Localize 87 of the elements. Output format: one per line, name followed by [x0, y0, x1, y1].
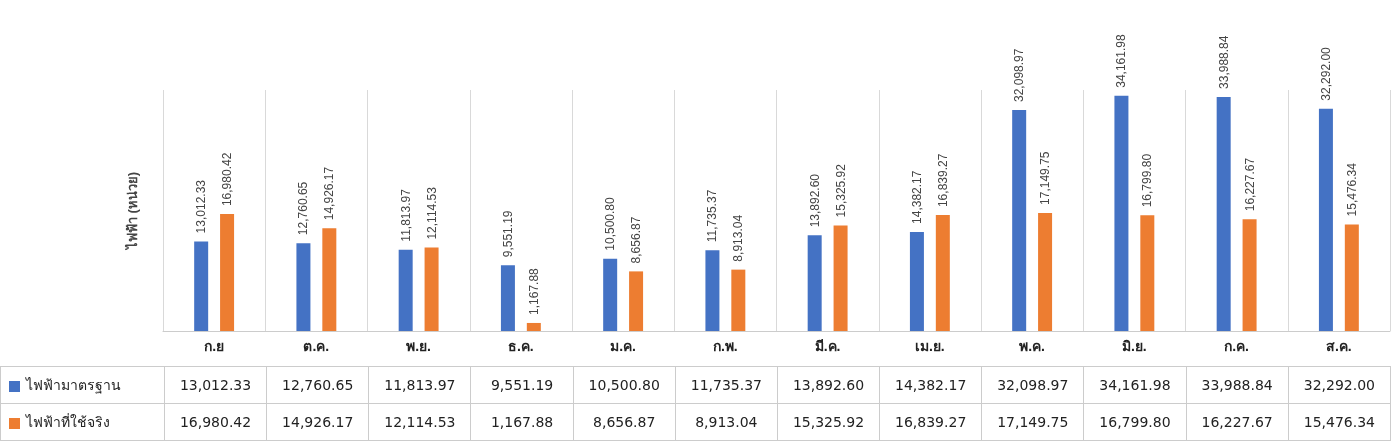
- x-tick-label: ม.ค.: [610, 338, 637, 354]
- text: 14,926.17: [322, 166, 337, 221]
- data-label: 9,551.19: [470, 366, 574, 404]
- data-label: 16,839.27: [879, 403, 982, 441]
- text: 1,167.88: [526, 268, 541, 315]
- text: 8,656.87: [629, 216, 644, 264]
- text: 33,988.84: [1216, 35, 1231, 89]
- bar: [1344, 224, 1359, 331]
- text: 12,114.53: [424, 187, 439, 240]
- x-tick-label: ก.ค.: [1224, 338, 1250, 354]
- data-label: 16,980.42: [164, 403, 267, 441]
- data-label: 8,913.04: [675, 403, 778, 441]
- bar: [194, 241, 209, 331]
- text: 11,735.37: [705, 189, 720, 243]
- bar: [705, 250, 720, 331]
- text: 17,149.75: [1038, 151, 1053, 205]
- bar: [1242, 219, 1257, 331]
- data-label: 13,012.33: [164, 366, 267, 404]
- text: 15,476.34: [1344, 163, 1359, 217]
- data-label: 17,149.75: [981, 403, 1084, 441]
- bar: [1140, 215, 1155, 331]
- text: 13,892.60: [807, 173, 822, 228]
- text: 13,012.33: [194, 180, 209, 234]
- x-tick-label: ก.ย: [204, 338, 225, 354]
- text: 32,098.97: [1012, 48, 1027, 102]
- text: 10,500.80: [603, 197, 618, 251]
- data-label: 14,926.17: [266, 403, 369, 441]
- x-tick-label: พ.ย.: [406, 338, 432, 354]
- x-tick-label: ก.พ.: [712, 338, 738, 354]
- data-label: 12,114.53: [368, 403, 471, 441]
- bar: [1012, 109, 1027, 331]
- x-tick-label: ส.ค.: [1325, 338, 1352, 354]
- text: 16,227.67: [1242, 157, 1257, 212]
- data-label: 13,892.60: [777, 366, 880, 404]
- bar: [909, 231, 924, 331]
- bar: [424, 247, 439, 331]
- bar: [603, 258, 618, 331]
- bar: [1318, 108, 1333, 331]
- text: 16,799.80: [1140, 153, 1155, 208]
- data-label: 11,813.97: [368, 366, 471, 404]
- text: 32,292.00: [1318, 47, 1333, 101]
- bar: [1114, 95, 1129, 331]
- y-axis-title: ไฟฟ้า (หน่วย): [124, 171, 140, 252]
- data-label: 10,500.80: [573, 366, 676, 404]
- data-label: 8,656.87: [573, 403, 676, 441]
- text: 11,813.97: [398, 189, 413, 242]
- data-label: 34,161.98: [1083, 366, 1187, 404]
- data-label: 16,227.67: [1186, 403, 1289, 441]
- bar: [1216, 96, 1231, 331]
- text: 16,980.42: [220, 152, 235, 207]
- data-label: 33,988.84: [1186, 366, 1289, 404]
- data-label: 32,292.00: [1288, 366, 1391, 404]
- text: 12,760.65: [296, 181, 311, 236]
- legend-label: ไฟฟ้ามาตรฐาน: [0, 366, 165, 404]
- data-label: 14,382.17: [879, 366, 982, 404]
- bar: [731, 269, 746, 331]
- data-label: 15,476.34: [1288, 403, 1391, 441]
- text: 14,382.17: [909, 170, 924, 224]
- x-tick-label: เม.ย.: [914, 338, 945, 354]
- data-label: 11,735.37: [675, 366, 778, 404]
- data-label: 15,325.92: [777, 403, 880, 441]
- text: 15,325.92: [833, 164, 848, 218]
- data-label: 32,098.97: [981, 366, 1084, 404]
- text: 34,161.98: [1114, 34, 1129, 88]
- bar: [807, 235, 822, 331]
- bar: [935, 215, 950, 331]
- bar: [220, 214, 235, 331]
- bar: [322, 228, 337, 331]
- bar: [296, 243, 311, 331]
- data-label: 16,799.80: [1083, 403, 1187, 441]
- text: 16,839.27: [935, 153, 950, 208]
- bar: [526, 322, 541, 331]
- text: 8,913.04: [731, 214, 746, 262]
- x-tick-label: มิ.ย.: [1121, 338, 1147, 354]
- data-label: 12,760.65: [266, 366, 369, 404]
- bar: [500, 265, 515, 331]
- legend-label: ไฟฟ้าที่ใช้จริง: [0, 403, 165, 441]
- bar: [833, 225, 848, 331]
- bar: [1038, 212, 1053, 331]
- x-tick-label: มี.ค.: [814, 338, 841, 354]
- bar: [629, 271, 644, 331]
- x-tick-label: ต.ค.: [303, 338, 330, 354]
- bar: [398, 249, 413, 331]
- x-tick-label: ธ.ค.: [507, 338, 534, 354]
- x-tick-label: พ.ค.: [1019, 338, 1046, 354]
- text: 9,551.19: [500, 210, 515, 258]
- data-label: 1,167.88: [470, 403, 574, 441]
